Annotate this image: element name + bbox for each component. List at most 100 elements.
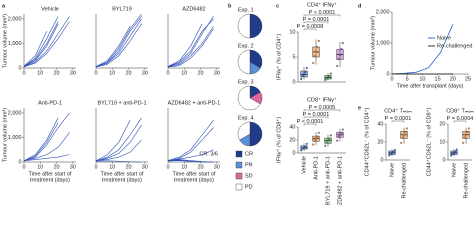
- y-tick-label: 1,000: [8, 41, 22, 47]
- chart-title: CD8⁺ IFNγ⁺: [307, 96, 337, 103]
- series-line: [167, 160, 214, 163]
- pie-title: Exp. 4: [238, 115, 254, 121]
- data-point: [314, 137, 318, 140]
- y-tick-label: 40: [289, 124, 295, 130]
- y-tick-label: 0: [292, 150, 295, 156]
- series-line: [23, 16, 59, 67]
- data-point: [301, 74, 304, 78]
- x-tick-label: 0: [166, 70, 169, 76]
- data-point: [340, 131, 343, 134]
- data-point: [326, 75, 330, 79]
- y-tick-label: 10: [439, 139, 445, 145]
- x-tick-label: 10: [37, 70, 43, 76]
- legend-label: Re-challenged: [437, 43, 472, 49]
- x-tick-label: 20: [450, 76, 456, 82]
- y-tick-label: 5: [292, 54, 295, 60]
- x-tick-label: 10: [109, 164, 115, 170]
- series-line: [23, 117, 59, 162]
- data-point: [463, 136, 466, 139]
- x-tick-label: 0: [390, 76, 393, 82]
- data-point: [316, 135, 319, 138]
- series-line: [95, 16, 142, 68]
- x-tick-label: Naive: [451, 163, 457, 177]
- pie-slice: [237, 85, 261, 111]
- data-point: [400, 141, 403, 144]
- x-tick-label: 20: [125, 70, 131, 76]
- chart-title: BYL719 + anti-PD-1: [97, 100, 146, 106]
- x-tick-label: 30: [214, 70, 220, 76]
- data-point: [305, 142, 308, 145]
- series-line: [95, 18, 142, 67]
- data-point: [466, 131, 469, 134]
- data-point: [393, 149, 396, 152]
- data-point: [454, 150, 457, 153]
- data-point: [450, 154, 453, 157]
- data-point: [313, 54, 316, 58]
- data-point: [304, 145, 307, 148]
- data-point: [305, 66, 308, 70]
- significance-bracket: [303, 123, 317, 126]
- x-axis-label: Time after transplant (days): [396, 83, 463, 89]
- x-tick-label: Re-challenged: [401, 163, 407, 198]
- pie-slice: [249, 13, 263, 39]
- x-tick-label: 10: [181, 70, 187, 76]
- data-point: [329, 72, 332, 75]
- data-point: [317, 39, 320, 43]
- significance-bracket: [391, 120, 405, 123]
- data-point: [316, 45, 319, 49]
- data-point: [300, 149, 303, 152]
- data-point: [304, 70, 307, 74]
- p-value: P < 0.0001: [309, 10, 336, 16]
- data-point: [401, 136, 404, 139]
- series-line: [23, 23, 59, 68]
- data-point: [341, 128, 344, 131]
- series-line: [167, 127, 214, 162]
- x-axis-label: Time after start of: [173, 171, 216, 177]
- significance-bracket: [303, 28, 317, 31]
- series-line: [95, 13, 142, 68]
- x-axis-label: treatment (days): [30, 177, 70, 183]
- x-tick-label: 20: [53, 70, 59, 76]
- significance-bracket: [453, 120, 467, 123]
- data-point: [302, 72, 306, 76]
- panel-label: a: [2, 3, 6, 9]
- legend-swatch: [235, 172, 243, 180]
- p-value: P = 0.0005: [309, 105, 336, 111]
- data-point: [338, 53, 342, 57]
- y-tick-label: 1,000: [8, 135, 22, 141]
- x-tick-label: 10: [37, 164, 43, 170]
- y-tick-label: 20: [289, 137, 295, 143]
- data-point: [317, 131, 320, 134]
- series-line: [23, 132, 70, 161]
- pie-slice: [237, 121, 251, 141]
- x-tick-label: 0: [94, 164, 97, 170]
- x-tick-label: 30: [70, 164, 76, 170]
- x-tick-label: 30: [142, 70, 148, 76]
- data-point: [451, 152, 454, 155]
- data-point: [402, 133, 406, 136]
- y-tick-label: 2,000: [8, 16, 22, 22]
- series-line: [23, 112, 70, 162]
- legend-label: PR: [245, 162, 253, 168]
- x-tick-label: Re-challenged: [463, 163, 469, 198]
- data-point: [452, 151, 456, 154]
- data-point: [312, 143, 315, 146]
- data-point: [314, 50, 318, 53]
- chart-title: Vehicle: [41, 6, 59, 12]
- y-axis-label: IFNγ⁺ (% of CD8⁺): [275, 117, 282, 163]
- series-line: [167, 159, 214, 163]
- data-point: [388, 154, 391, 157]
- y-tick-label: 0: [18, 159, 21, 165]
- x-axis-label: treatment (days): [102, 177, 142, 183]
- series-line: [95, 139, 142, 161]
- x-tick-label: 15: [435, 76, 441, 82]
- series-line: [23, 31, 48, 67]
- series-line: [23, 154, 70, 162]
- pie-slice: [249, 121, 263, 147]
- p-value: P < 0.0001: [297, 119, 324, 125]
- series-line: [23, 21, 70, 68]
- data-point: [328, 74, 331, 78]
- series-line: [95, 26, 131, 67]
- series-line: [391, 24, 454, 75]
- panel-label: c: [276, 3, 279, 9]
